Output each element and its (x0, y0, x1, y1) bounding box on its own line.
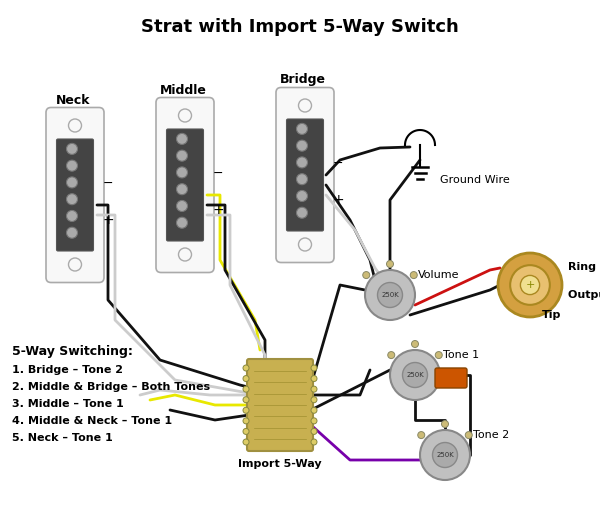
Circle shape (311, 429, 317, 434)
Text: 1. Bridge – Tone 2: 1. Bridge – Tone 2 (12, 365, 123, 375)
Circle shape (418, 432, 425, 439)
Circle shape (410, 271, 417, 279)
Text: Middle: Middle (160, 83, 206, 96)
Text: 250K: 250K (406, 372, 424, 378)
Text: Tip: Tip (542, 310, 562, 320)
Circle shape (243, 418, 249, 424)
Text: Bridge: Bridge (280, 73, 326, 86)
Text: Tone 1: Tone 1 (443, 350, 479, 360)
Text: +: + (526, 280, 535, 290)
Circle shape (67, 177, 77, 188)
Text: +: + (103, 213, 115, 227)
FancyBboxPatch shape (46, 107, 104, 282)
Text: 250K: 250K (381, 292, 399, 298)
Circle shape (243, 397, 249, 403)
Circle shape (296, 157, 308, 168)
Circle shape (299, 238, 311, 251)
Text: −: − (213, 167, 223, 180)
Circle shape (363, 271, 370, 279)
Circle shape (386, 260, 394, 267)
Text: 5-Way Switching:: 5-Way Switching: (12, 345, 133, 358)
Circle shape (390, 350, 440, 400)
Text: −: − (103, 177, 113, 190)
Text: 5. Neck – Tone 1: 5. Neck – Tone 1 (12, 433, 113, 443)
FancyBboxPatch shape (305, 108, 323, 242)
Circle shape (296, 173, 308, 184)
FancyBboxPatch shape (185, 118, 203, 252)
Circle shape (377, 282, 403, 308)
FancyBboxPatch shape (156, 97, 214, 272)
Circle shape (243, 386, 249, 392)
Text: −: − (333, 157, 343, 169)
Circle shape (67, 211, 77, 222)
Circle shape (442, 420, 449, 428)
Text: Strat with Import 5-Way Switch: Strat with Import 5-Way Switch (141, 18, 459, 36)
Circle shape (243, 376, 249, 381)
Text: Output Jack: Output Jack (568, 290, 600, 300)
Text: 250K: 250K (436, 452, 454, 458)
FancyBboxPatch shape (276, 88, 334, 263)
Circle shape (433, 442, 458, 467)
Text: 2. Middle & Bridge – Both Tones: 2. Middle & Bridge – Both Tones (12, 382, 210, 392)
Circle shape (176, 134, 187, 145)
Circle shape (243, 365, 249, 371)
Circle shape (68, 119, 82, 132)
Circle shape (311, 407, 317, 413)
Text: Tone 2: Tone 2 (473, 430, 509, 440)
Circle shape (296, 140, 308, 151)
Circle shape (176, 201, 187, 212)
Circle shape (67, 194, 77, 205)
Circle shape (243, 439, 249, 445)
Circle shape (179, 109, 191, 122)
Circle shape (311, 376, 317, 381)
Text: Ring: Ring (568, 262, 596, 272)
Circle shape (299, 99, 311, 112)
Circle shape (498, 253, 562, 317)
Circle shape (365, 270, 415, 320)
Text: Volume: Volume (418, 270, 460, 280)
Circle shape (311, 365, 317, 371)
Circle shape (296, 207, 308, 218)
Text: Ground Wire: Ground Wire (440, 175, 510, 185)
Circle shape (311, 418, 317, 424)
Text: +: + (213, 203, 224, 217)
Text: 3. Middle – Tone 1: 3. Middle – Tone 1 (12, 399, 124, 409)
FancyBboxPatch shape (74, 128, 92, 261)
FancyBboxPatch shape (167, 129, 203, 241)
Circle shape (243, 429, 249, 434)
Circle shape (67, 227, 77, 238)
Text: Import 5-Way: Import 5-Way (238, 459, 322, 469)
Circle shape (176, 184, 187, 195)
Circle shape (520, 276, 539, 294)
Circle shape (435, 352, 442, 358)
Circle shape (388, 352, 395, 358)
Circle shape (296, 190, 308, 201)
Text: 4. Middle & Neck – Tone 1: 4. Middle & Neck – Tone 1 (12, 416, 172, 426)
Text: Neck: Neck (56, 93, 90, 106)
Circle shape (179, 248, 191, 261)
Circle shape (68, 258, 82, 271)
FancyBboxPatch shape (435, 368, 467, 388)
Circle shape (311, 439, 317, 445)
Circle shape (311, 397, 317, 403)
Circle shape (176, 217, 187, 228)
FancyBboxPatch shape (287, 119, 323, 231)
Circle shape (412, 341, 419, 347)
Circle shape (465, 432, 472, 439)
Circle shape (510, 265, 550, 305)
Circle shape (176, 150, 187, 161)
Circle shape (403, 363, 427, 388)
Circle shape (420, 430, 470, 480)
Circle shape (176, 167, 187, 178)
FancyBboxPatch shape (247, 359, 313, 451)
Text: +: + (333, 193, 344, 207)
Circle shape (67, 160, 77, 171)
Circle shape (311, 386, 317, 392)
Circle shape (67, 144, 77, 155)
Circle shape (296, 123, 308, 134)
FancyBboxPatch shape (56, 139, 94, 251)
Circle shape (243, 407, 249, 413)
